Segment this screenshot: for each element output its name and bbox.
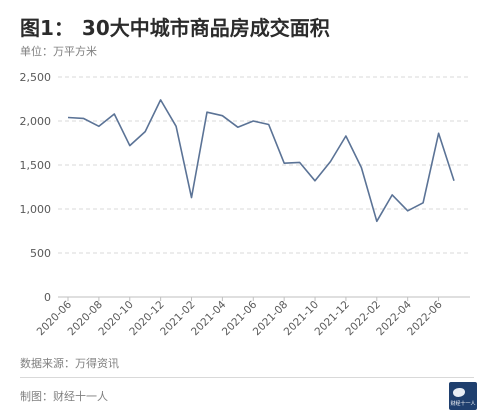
caijing-logo-icon: 财经十一人 (449, 382, 477, 410)
chart-title: 图1： 30大中城市商品房成交面积 (20, 12, 330, 41)
unit-label: 单位：万平方米 (20, 45, 97, 58)
logo-brush-mark (453, 388, 465, 397)
y-tick-label: 2,500 (20, 71, 52, 84)
y-tick-labels: 0 500 1,000 1,500 2,000 2,500 (20, 71, 52, 304)
y-tick-label: 2,000 (20, 115, 52, 128)
series-line (67, 99, 455, 223)
x-tick-labels: 2020-062020-082020-102020-122021-022021-… (35, 298, 445, 338)
x-tick-label: 2022-06 (405, 298, 445, 338)
divider (20, 377, 474, 378)
y-tick-label: 0 (44, 291, 51, 304)
line-chart: 0 500 1,000 1,500 2,000 2,500 2020-062020-082… (20, 71, 470, 338)
y-tick-label: 1,000 (20, 203, 52, 216)
y-tick-label: 1,500 (20, 159, 52, 172)
series (67, 99, 455, 223)
chart-maker: 制图：财经十一人 (20, 390, 108, 403)
axes (58, 296, 470, 301)
figure-number: 图1： (20, 16, 74, 40)
chart-title-text: 30大中城市商品房成交面积 (81, 16, 330, 40)
data-source: 数据来源：万得资讯 (20, 357, 119, 370)
y-tick-label: 500 (30, 247, 51, 260)
grid-lines (58, 76, 470, 254)
logo-text: 财经十一人 (450, 401, 476, 407)
